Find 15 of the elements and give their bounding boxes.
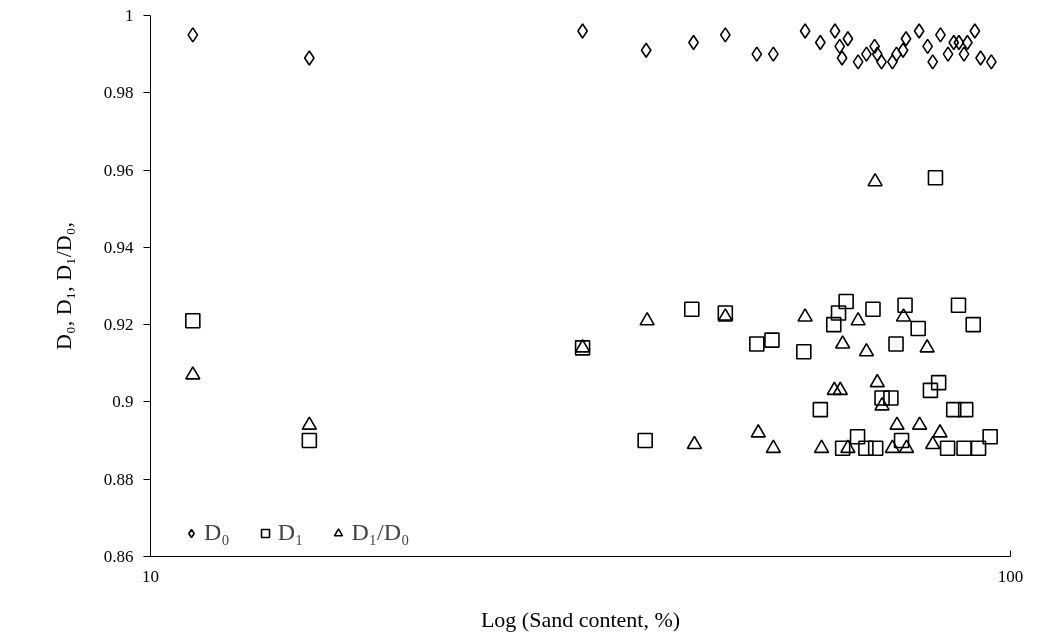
y-tick-label: 1 [125,6,134,25]
y-tick-label: 0.98 [103,83,134,103]
x-tick-label: 10 [142,566,159,586]
y-tick-label: 0.96 [103,160,134,180]
y-axis-title: D₀, D₁, D₁/D₀, [50,222,76,350]
y-tick-label: 0.88 [103,469,134,489]
y-tick-label: 0.94 [103,237,134,257]
y-tick-label: 0.92 [103,315,134,335]
y-tick-label: 0.86 [103,547,134,566]
x-tick-label: 100 [997,566,1024,586]
x-axis-title: Log (Sand content, %) [480,606,681,632]
legend-label: D₀ [204,519,230,546]
legend-label: D₁/D₀ [351,519,410,546]
legend-label: D₁ [277,519,304,546]
y-tick-label: 0.9 [112,392,134,412]
